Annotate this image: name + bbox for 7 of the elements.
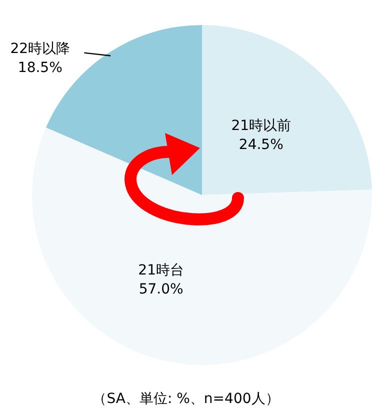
data-label: 24.5% xyxy=(238,136,284,153)
slice-label: 21時以前 xyxy=(231,118,292,134)
text: （SA、単位: %、n=400人） xyxy=(92,391,280,407)
slice-label: 22時以降 xyxy=(10,40,70,57)
data-label: 18.5% xyxy=(18,60,62,76)
slice-label: 21時台 xyxy=(138,262,184,278)
data-label: 57.0% xyxy=(138,281,184,298)
